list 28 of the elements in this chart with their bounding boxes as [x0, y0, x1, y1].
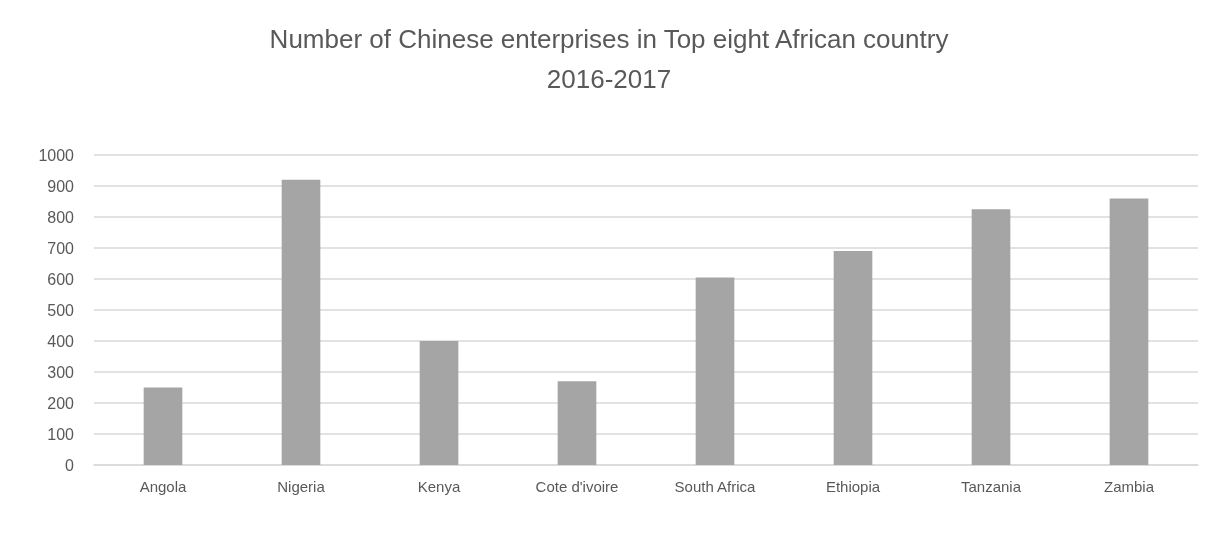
y-tick-label: 0 [65, 456, 75, 474]
bar [557, 381, 597, 465]
bar [281, 179, 321, 465]
x-tick-label: Ethiopia [825, 478, 881, 495]
bar [695, 277, 735, 465]
chart-title: Number of Chinese enterprises in Top eight African country 2016-2017 [269, 24, 949, 94]
bar [1109, 198, 1149, 465]
y-tick-label: 600 [47, 270, 75, 288]
x-tick-label: Angola [139, 478, 187, 495]
y-tick-label: 500 [47, 301, 75, 319]
y-tick-label: 1000 [38, 146, 75, 164]
y-tick-label: 800 [47, 208, 75, 226]
bar [143, 387, 183, 465]
bar [833, 251, 873, 465]
x-tick-label: South Africa [674, 478, 757, 495]
y-tick-label: 100 [47, 425, 75, 443]
bar [971, 209, 1011, 465]
x-tick-label: Kenya [417, 478, 461, 495]
x-tick-label: Nigeria [277, 478, 326, 495]
y-tick-label: 400 [47, 332, 75, 350]
x-tick-label: Zambia [1103, 478, 1155, 495]
y-tick-label: 200 [47, 394, 75, 412]
bar [419, 341, 459, 465]
x-tick-label: Cote d'ivoire [535, 478, 619, 495]
y-tick-label: 900 [47, 177, 75, 195]
y-tick-label: 700 [47, 239, 75, 257]
x-tick-label: Tanzania [960, 478, 1022, 495]
y-tick-label: 300 [47, 363, 75, 381]
